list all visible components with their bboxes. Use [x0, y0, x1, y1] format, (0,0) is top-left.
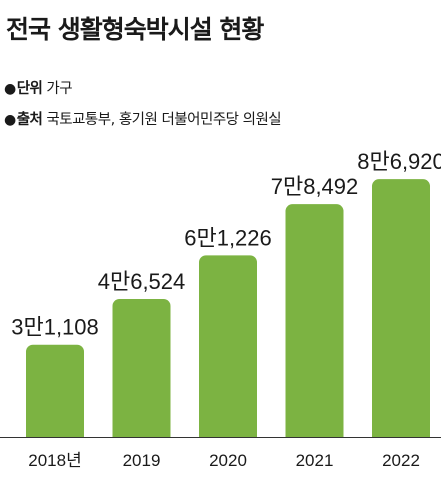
unit-value: 가구	[46, 81, 73, 97]
bar-base-0	[26, 429, 84, 437]
bar-0	[26, 344, 84, 437]
chart-title: 전국 생활형숙박시설 현황	[6, 15, 264, 44]
bullet-icon: ●	[4, 81, 16, 97]
bar-4	[372, 179, 430, 437]
bar-base-3	[285, 429, 344, 437]
bar-base-4	[372, 429, 430, 437]
value-label-0: 3만1,108	[11, 315, 99, 340]
value-label-3: 7만8,492	[271, 174, 359, 199]
category-label-1: 2019	[123, 451, 161, 470]
value-label-4: 8만6,920	[357, 149, 441, 174]
category-label-4: 2022	[382, 451, 420, 470]
unit-note: ●단위 가구	[4, 77, 73, 98]
category-label-0: 2018년	[28, 451, 81, 470]
unit-key: 단위	[16, 81, 43, 97]
category-label-2: 2020	[209, 451, 247, 470]
bar-2	[199, 255, 257, 437]
source-note: ●출처 국토교통부, 홍기원 더불어민주당 의원실	[4, 108, 282, 129]
bar-3	[285, 204, 344, 437]
bullet-icon: ●	[4, 112, 16, 128]
bar-base-2	[199, 429, 257, 437]
category-label-3: 2021	[296, 451, 334, 470]
bar-base-1	[112, 429, 171, 437]
source-key: 출처	[16, 112, 43, 128]
source-value: 국토교통부, 홍기원 더불어민주당 의원실	[46, 112, 282, 128]
value-label-1: 4만6,524	[98, 269, 186, 294]
bar-1	[112, 298, 171, 437]
value-label-2: 6만1,226	[184, 225, 272, 250]
